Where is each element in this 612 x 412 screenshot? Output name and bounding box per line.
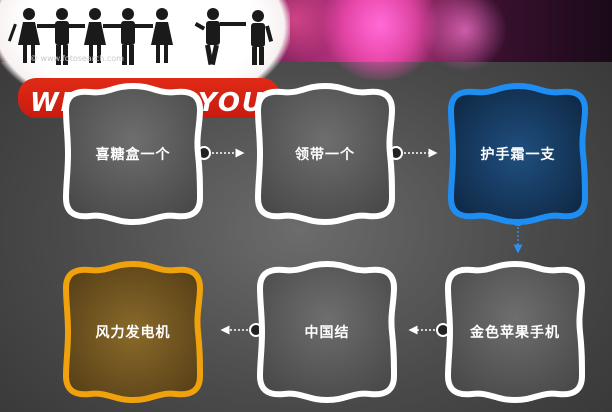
node-label: 风力发电机 (95, 325, 171, 341)
node-shape (256, 260, 398, 404)
node-label: 护手霜一支 (480, 147, 556, 163)
node-label: 中国结 (304, 325, 350, 341)
node-n3[interactable]: 护手霜一支 (443, 80, 593, 228)
node-shape (447, 82, 589, 226)
node-shape (444, 260, 586, 404)
node-label: 喜糖盒一个 (95, 147, 171, 163)
people-silhouettes-icon (7, 8, 274, 66)
node-n4[interactable]: 金色苹果手机 (440, 258, 590, 406)
node-label: 金色苹果手机 (470, 325, 560, 341)
node-shape (254, 82, 396, 226)
node-label: 领带一个 (295, 147, 355, 163)
node-n1[interactable]: 喜糖盒一个 (58, 80, 208, 228)
bokeh-circle (420, 0, 510, 70)
node-shape (62, 82, 204, 226)
node-n5[interactable]: 中国结 (252, 258, 402, 406)
node-n6[interactable]: 风力发电机 (58, 258, 208, 406)
node-shape (62, 260, 204, 404)
watermark-text: © www.fotosearch.com (30, 54, 124, 63)
node-n2[interactable]: 领带一个 (250, 80, 400, 228)
